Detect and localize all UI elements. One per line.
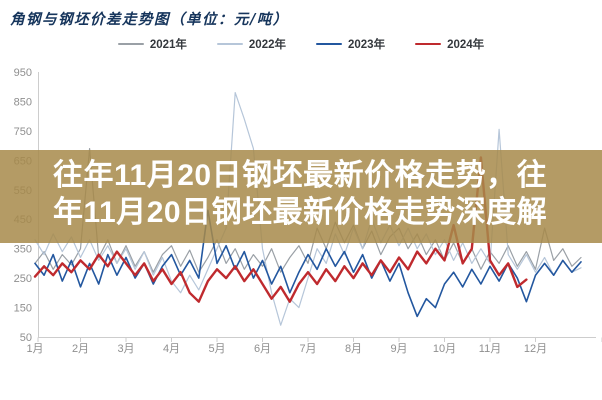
chart-legend: 2021年 2022年 2023年 2024年 [0,36,602,52]
headline-overlay-banner: 往年11月20日钢坯最新价格走势，往 年11月20日钢坯最新价格走势深度解 [0,150,602,243]
legend-label: 2022年 [248,39,286,51]
legend-item-2023: 2023年 [316,36,385,52]
legend-item-2021: 2021年 [117,36,187,52]
legend-label: 2024年 [447,39,485,51]
x-tick-label: 5月 [208,343,225,355]
legend-label: 2023年 [348,39,386,51]
legend-line-icon [117,43,144,45]
x-tick-label: 1月 [26,343,43,355]
legend-label: 2021年 [149,39,187,51]
x-tick-label: 6月 [254,343,271,355]
y-tick-label: 750 [14,126,32,138]
legend-line-icon [415,42,442,46]
y-tick-label: 950 [14,67,32,79]
series-line-2023年 [34,209,582,318]
series-line-2022年 [34,91,582,326]
legend-item-2022: 2022年 [216,36,286,52]
x-tick-label: 10月 [433,343,456,355]
headline-line-2: 年11月20日钢坯最新价格走势深度解 [53,196,548,229]
series-line-2024年 [33,156,528,303]
x-tick-label: 12月 [524,343,547,355]
y-tick-label: 50 [20,332,32,344]
x-tick-label: 3月 [117,343,134,355]
x-tick-label: 9月 [390,343,407,355]
y-tick-label: 250 [14,273,32,285]
headline-line-1: 往年11月20日钢坯最新价格走势，往 [53,159,548,192]
x-tick-label: 8月 [345,343,362,355]
legend-line-icon [216,43,243,45]
y-tick-label: 150 [14,303,32,315]
legend-line-icon [316,43,342,45]
x-tick-label: 4月 [163,343,180,355]
x-tick-label: 11月 [479,343,501,355]
legend-item-2024: 2024年 [415,36,484,52]
y-tick-label: 350 [14,244,32,256]
y-tick-label: 850 [14,96,32,108]
chart-title: 角钢与钢坯价差走势图（单位：元/吨） [10,11,289,28]
x-tick-label: 2月 [72,343,89,355]
x-tick-label: 7月 [299,343,316,355]
